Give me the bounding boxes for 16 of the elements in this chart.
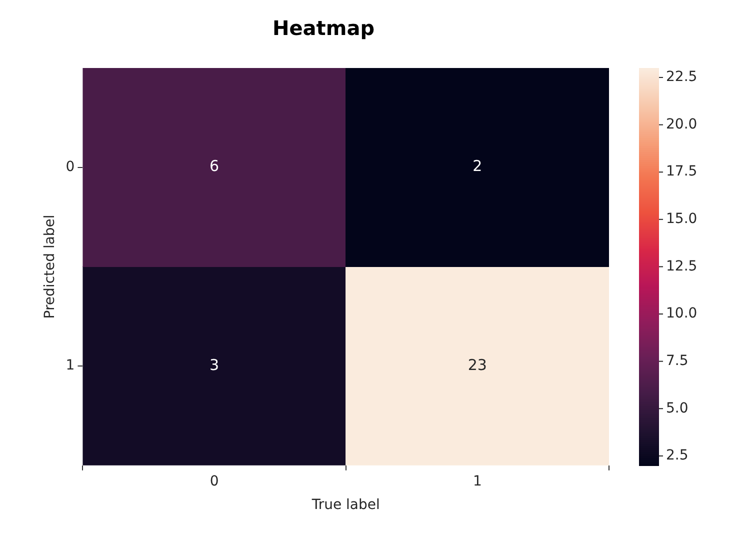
color-bar-label: 2.5 (666, 448, 688, 464)
chart-title: Heatmap (272, 16, 375, 40)
y-axis-title: Predicted label (42, 214, 58, 319)
color-bar-label: 12.5 (666, 258, 698, 274)
data-label: 3 (210, 356, 220, 374)
data-label: 2 (472, 157, 482, 176)
color-bar-label: 20.0 (666, 116, 698, 132)
x-axis-title: True label (310, 497, 380, 514)
data-label: 23 (468, 356, 487, 374)
color-bar-label: 5.0 (666, 400, 688, 416)
data-label: 6 (210, 157, 220, 176)
color-bar-label: 17.5 (666, 164, 698, 180)
color-bar-label: 7.5 (666, 352, 688, 369)
color-bar-label: 22.5 (666, 69, 698, 86)
color-bar-label: 15.0 (666, 211, 698, 228)
color-bar-label: 10.0 (666, 306, 698, 322)
